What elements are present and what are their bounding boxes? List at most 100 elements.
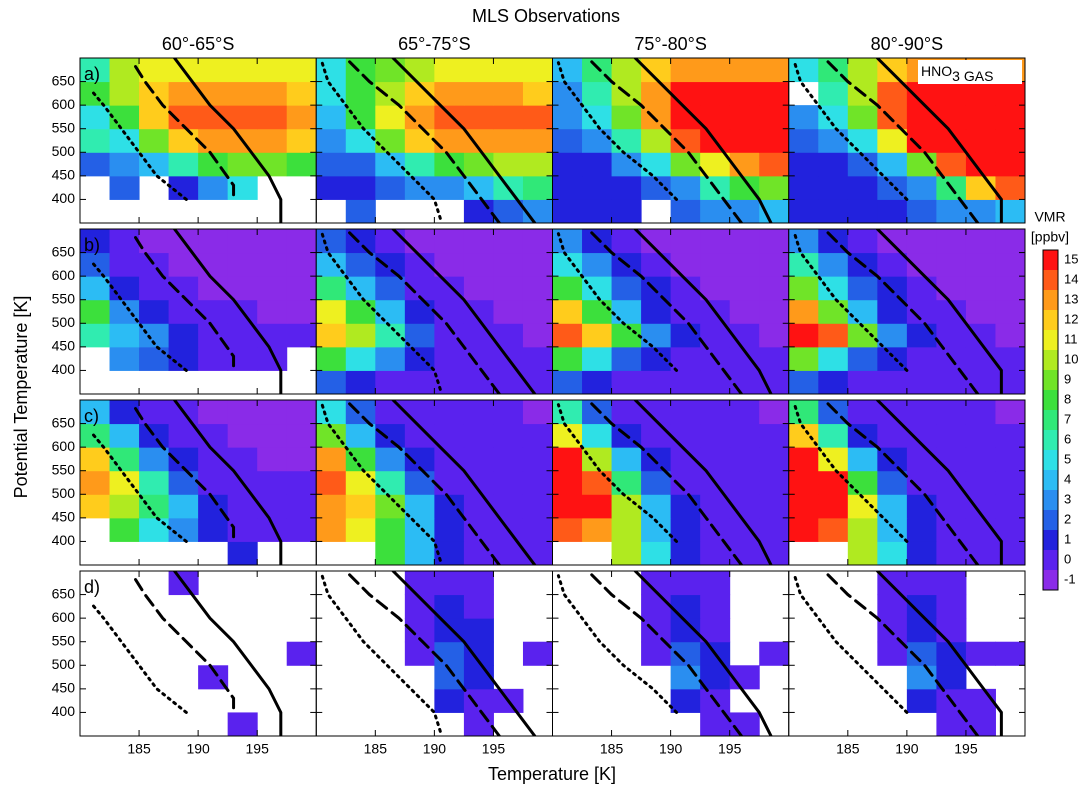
- contour-cell: [965, 447, 996, 472]
- contour-cell: [552, 252, 583, 277]
- contour-cell: [434, 128, 465, 153]
- contour-cell: [316, 346, 347, 371]
- colorbar-cell: [1043, 570, 1058, 590]
- contour-cell: [552, 128, 583, 153]
- contour-cell: [729, 447, 760, 472]
- contour-cell: [198, 229, 229, 254]
- colorbar-frame: [1042, 249, 1059, 591]
- threshold-line: [822, 400, 980, 565]
- threshold-line: [131, 232, 236, 368]
- contour-cell: [936, 423, 967, 448]
- threshold-line: [556, 574, 679, 714]
- threshold-line: [793, 232, 909, 372]
- threshold-line: [320, 232, 442, 391]
- contour-cell: [582, 175, 613, 200]
- x-axis-label: Temperature [K]: [488, 764, 616, 784]
- contour-cell: [257, 58, 288, 83]
- contour-cell: [345, 323, 376, 348]
- threshold-line: [875, 58, 1003, 223]
- y-tick-label: 400: [52, 190, 76, 206]
- contour-cell: [375, 229, 406, 254]
- contour-cell: [670, 665, 701, 690]
- contour-cell: [611, 175, 642, 200]
- contour-cell: [759, 229, 789, 254]
- x-tick-label: 190: [895, 741, 919, 757]
- contour-cell: [168, 175, 199, 200]
- contour-cell: [139, 58, 170, 83]
- threshold-line: [793, 574, 909, 714]
- contour-cell: [109, 323, 140, 348]
- contour-cell: [936, 618, 967, 643]
- x-tick-label: 185: [600, 741, 624, 757]
- contour-cell: [877, 276, 908, 301]
- contour-cell: [345, 276, 376, 301]
- colorbar-cell: [1043, 510, 1058, 530]
- contour-cell: [965, 470, 996, 495]
- contour-cell: [80, 276, 111, 301]
- contour-cell: [434, 423, 465, 448]
- y-tick-label: 500: [52, 485, 76, 501]
- contour-cell: [818, 494, 849, 519]
- panel: [556, 571, 789, 736]
- contour-cell: [670, 517, 701, 542]
- contour-cell: [906, 571, 937, 596]
- contour-cell: [641, 299, 672, 324]
- panel: [80, 58, 317, 223]
- colorbar-label: 9: [1064, 371, 1071, 386]
- contour-cell: [434, 517, 465, 542]
- contour-cell: [788, 370, 819, 394]
- contour-cell: [434, 58, 465, 83]
- contour-cell: [670, 594, 701, 619]
- contour-cell: [818, 517, 849, 542]
- contour-cell: [847, 175, 878, 200]
- contour-cell: [463, 175, 494, 200]
- y-tick-label: 450: [52, 680, 76, 696]
- contour-cell: [965, 370, 996, 394]
- threshold-line: [90, 260, 188, 372]
- contour-cell: [404, 299, 435, 324]
- contour-cell: [109, 494, 140, 519]
- contour-cell: [139, 252, 170, 277]
- contour-cell: [286, 58, 317, 83]
- contour-cell: [611, 541, 642, 565]
- threshold-line: [131, 61, 236, 197]
- contour-cell: [109, 447, 140, 472]
- contour-cell: [109, 346, 140, 371]
- contour-cell: [818, 423, 849, 448]
- contour-cell: [759, 400, 789, 425]
- contour-cell: [641, 276, 672, 301]
- contour-cell: [404, 346, 435, 371]
- contour-cell: [995, 494, 1025, 519]
- contour-cell: [611, 105, 642, 130]
- y-tick-label: 500: [52, 656, 76, 672]
- colorbar-cell: [1043, 350, 1058, 370]
- contour-cell: [198, 58, 229, 83]
- contour-cell: [493, 370, 524, 394]
- contour-cell: [404, 229, 435, 254]
- contour-cell: [877, 252, 908, 277]
- contour-cell: [139, 400, 170, 425]
- contour-cell: [965, 81, 996, 106]
- contour-cell: [522, 494, 553, 519]
- contour-cell: [582, 346, 613, 371]
- contour-cell: [818, 81, 849, 106]
- contour-cell: [700, 594, 731, 619]
- contour-cell: [227, 81, 258, 106]
- contour-cell: [965, 299, 996, 324]
- contour-cell: [522, 400, 553, 425]
- contour-cell: [522, 423, 553, 448]
- threshold-line: [556, 232, 679, 372]
- contour-cell: [965, 252, 996, 277]
- contour-cell: [168, 299, 199, 324]
- contour-cell: [995, 152, 1025, 177]
- contour-cell: [257, 229, 288, 254]
- threshold-line: [131, 403, 236, 539]
- contour-cell: [729, 541, 760, 565]
- contour-cell: [582, 81, 613, 106]
- contour-cell: [611, 400, 642, 425]
- contour-cell: [995, 81, 1025, 106]
- contour-cell: [788, 517, 819, 542]
- contour-cell: [670, 152, 701, 177]
- y-tick-label: 650: [52, 72, 76, 88]
- contour-cell: [936, 400, 967, 425]
